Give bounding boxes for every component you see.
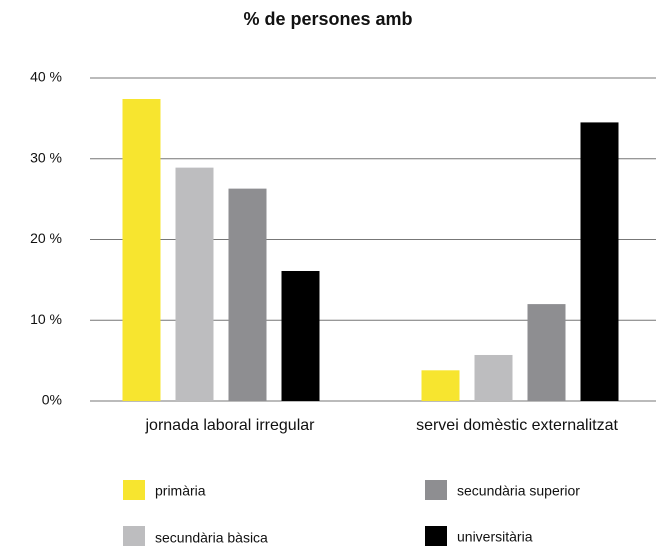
legend-swatch xyxy=(123,480,145,500)
bar xyxy=(421,370,460,401)
bar xyxy=(527,304,566,401)
legend-swatch xyxy=(123,526,145,546)
bar xyxy=(281,270,320,401)
y-tick-label: 10 % xyxy=(30,311,62,327)
y-tick-label: 30 % xyxy=(30,149,62,165)
legend-swatch xyxy=(425,480,447,500)
chart-title: % de persones amb xyxy=(243,9,412,29)
legend-swatch xyxy=(425,526,447,546)
legend-label: secundària superior xyxy=(457,483,580,499)
x-tick-label: servei domèstic externalitzat xyxy=(416,417,618,434)
bar xyxy=(474,354,513,401)
bar xyxy=(580,122,619,401)
x-tick-label: jornada laboral irregular xyxy=(145,417,316,434)
y-tick-label: 20 % xyxy=(30,230,62,246)
y-tick-label: 40 % xyxy=(30,69,62,85)
bar xyxy=(122,98,161,402)
bar xyxy=(228,188,267,401)
bar xyxy=(175,167,214,401)
legend-label: universitària xyxy=(457,529,533,545)
legend-label: primària xyxy=(155,483,206,499)
legend-label: secundària bàsica xyxy=(155,530,268,546)
y-tick-label: 0% xyxy=(42,392,62,408)
